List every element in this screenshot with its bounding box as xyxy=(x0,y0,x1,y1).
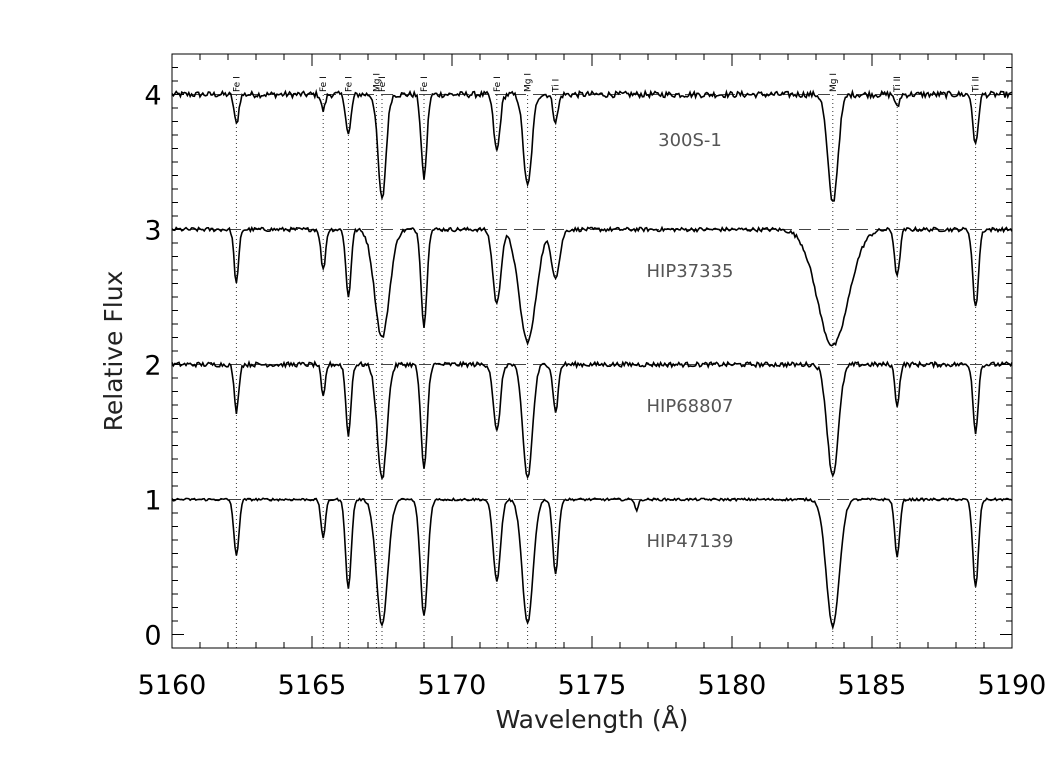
line-id-label: Mg I xyxy=(372,73,382,92)
x-tick-label: 5170 xyxy=(418,670,487,701)
x-tick-label: 5160 xyxy=(138,670,207,701)
plot-frame xyxy=(171,53,1013,649)
x-axis-title: Wavelength (Å) xyxy=(496,705,689,734)
axes: 5160 5165 5170 5175 5180 5185 5190 0 1 2 3 4 xyxy=(138,53,1047,702)
x-tick-label: 5175 xyxy=(558,670,627,701)
spectrum-line xyxy=(171,225,1013,347)
line-id-label: Fe I xyxy=(344,76,354,92)
x-tick-label: 5190 xyxy=(978,670,1047,701)
tick-labels: 5160 5165 5170 5175 5180 5185 5190 0 1 2 3 4 xyxy=(138,81,1047,702)
line-id-label: Ti II xyxy=(893,76,903,93)
line-id-label: Fe I xyxy=(378,76,388,92)
series-label: HIP37335 xyxy=(647,261,734,282)
x-tick-label: 5180 xyxy=(698,670,767,701)
line-id-label: Ti I xyxy=(552,79,562,93)
y-axis-title: Relative Flux xyxy=(99,271,128,432)
line-id-label: Mg I xyxy=(524,73,534,92)
series-label: HIP68807 xyxy=(647,396,734,417)
y-tick-label: 2 xyxy=(144,351,161,382)
series-labels: 300S-1 HIP37335 HIP68807 HIP47139 xyxy=(647,130,734,552)
y-tick-label: 4 xyxy=(144,81,161,112)
ticks xyxy=(171,53,1013,649)
line-id-label: Mg I xyxy=(829,73,839,92)
series-label: 300S-1 xyxy=(658,130,722,151)
line-id-label: Fe I xyxy=(319,76,329,92)
spectrum-line xyxy=(171,359,1013,480)
spectrum-line xyxy=(171,496,1013,631)
line-identifications: Fe I Fe I Fe I Mg IFe I Fe I Fe I Mg I Ti I Mg I… xyxy=(232,73,982,648)
line-id-label: Fe I xyxy=(420,76,430,92)
spectra-series xyxy=(171,88,1013,631)
series-label: HIP47139 xyxy=(647,531,734,552)
x-tick-label: 5165 xyxy=(278,670,347,701)
line-id-label: Fe I xyxy=(232,76,242,92)
y-tick-label: 0 xyxy=(144,621,161,652)
line-id-label: Fe I xyxy=(493,76,503,92)
line-id-label: Ti II xyxy=(972,76,982,93)
y-tick-label: 1 xyxy=(144,486,161,517)
reference-lines xyxy=(172,94,1012,500)
y-tick-label: 3 xyxy=(144,216,161,247)
spectrum-line xyxy=(171,88,1013,202)
x-tick-label: 5185 xyxy=(838,670,907,701)
